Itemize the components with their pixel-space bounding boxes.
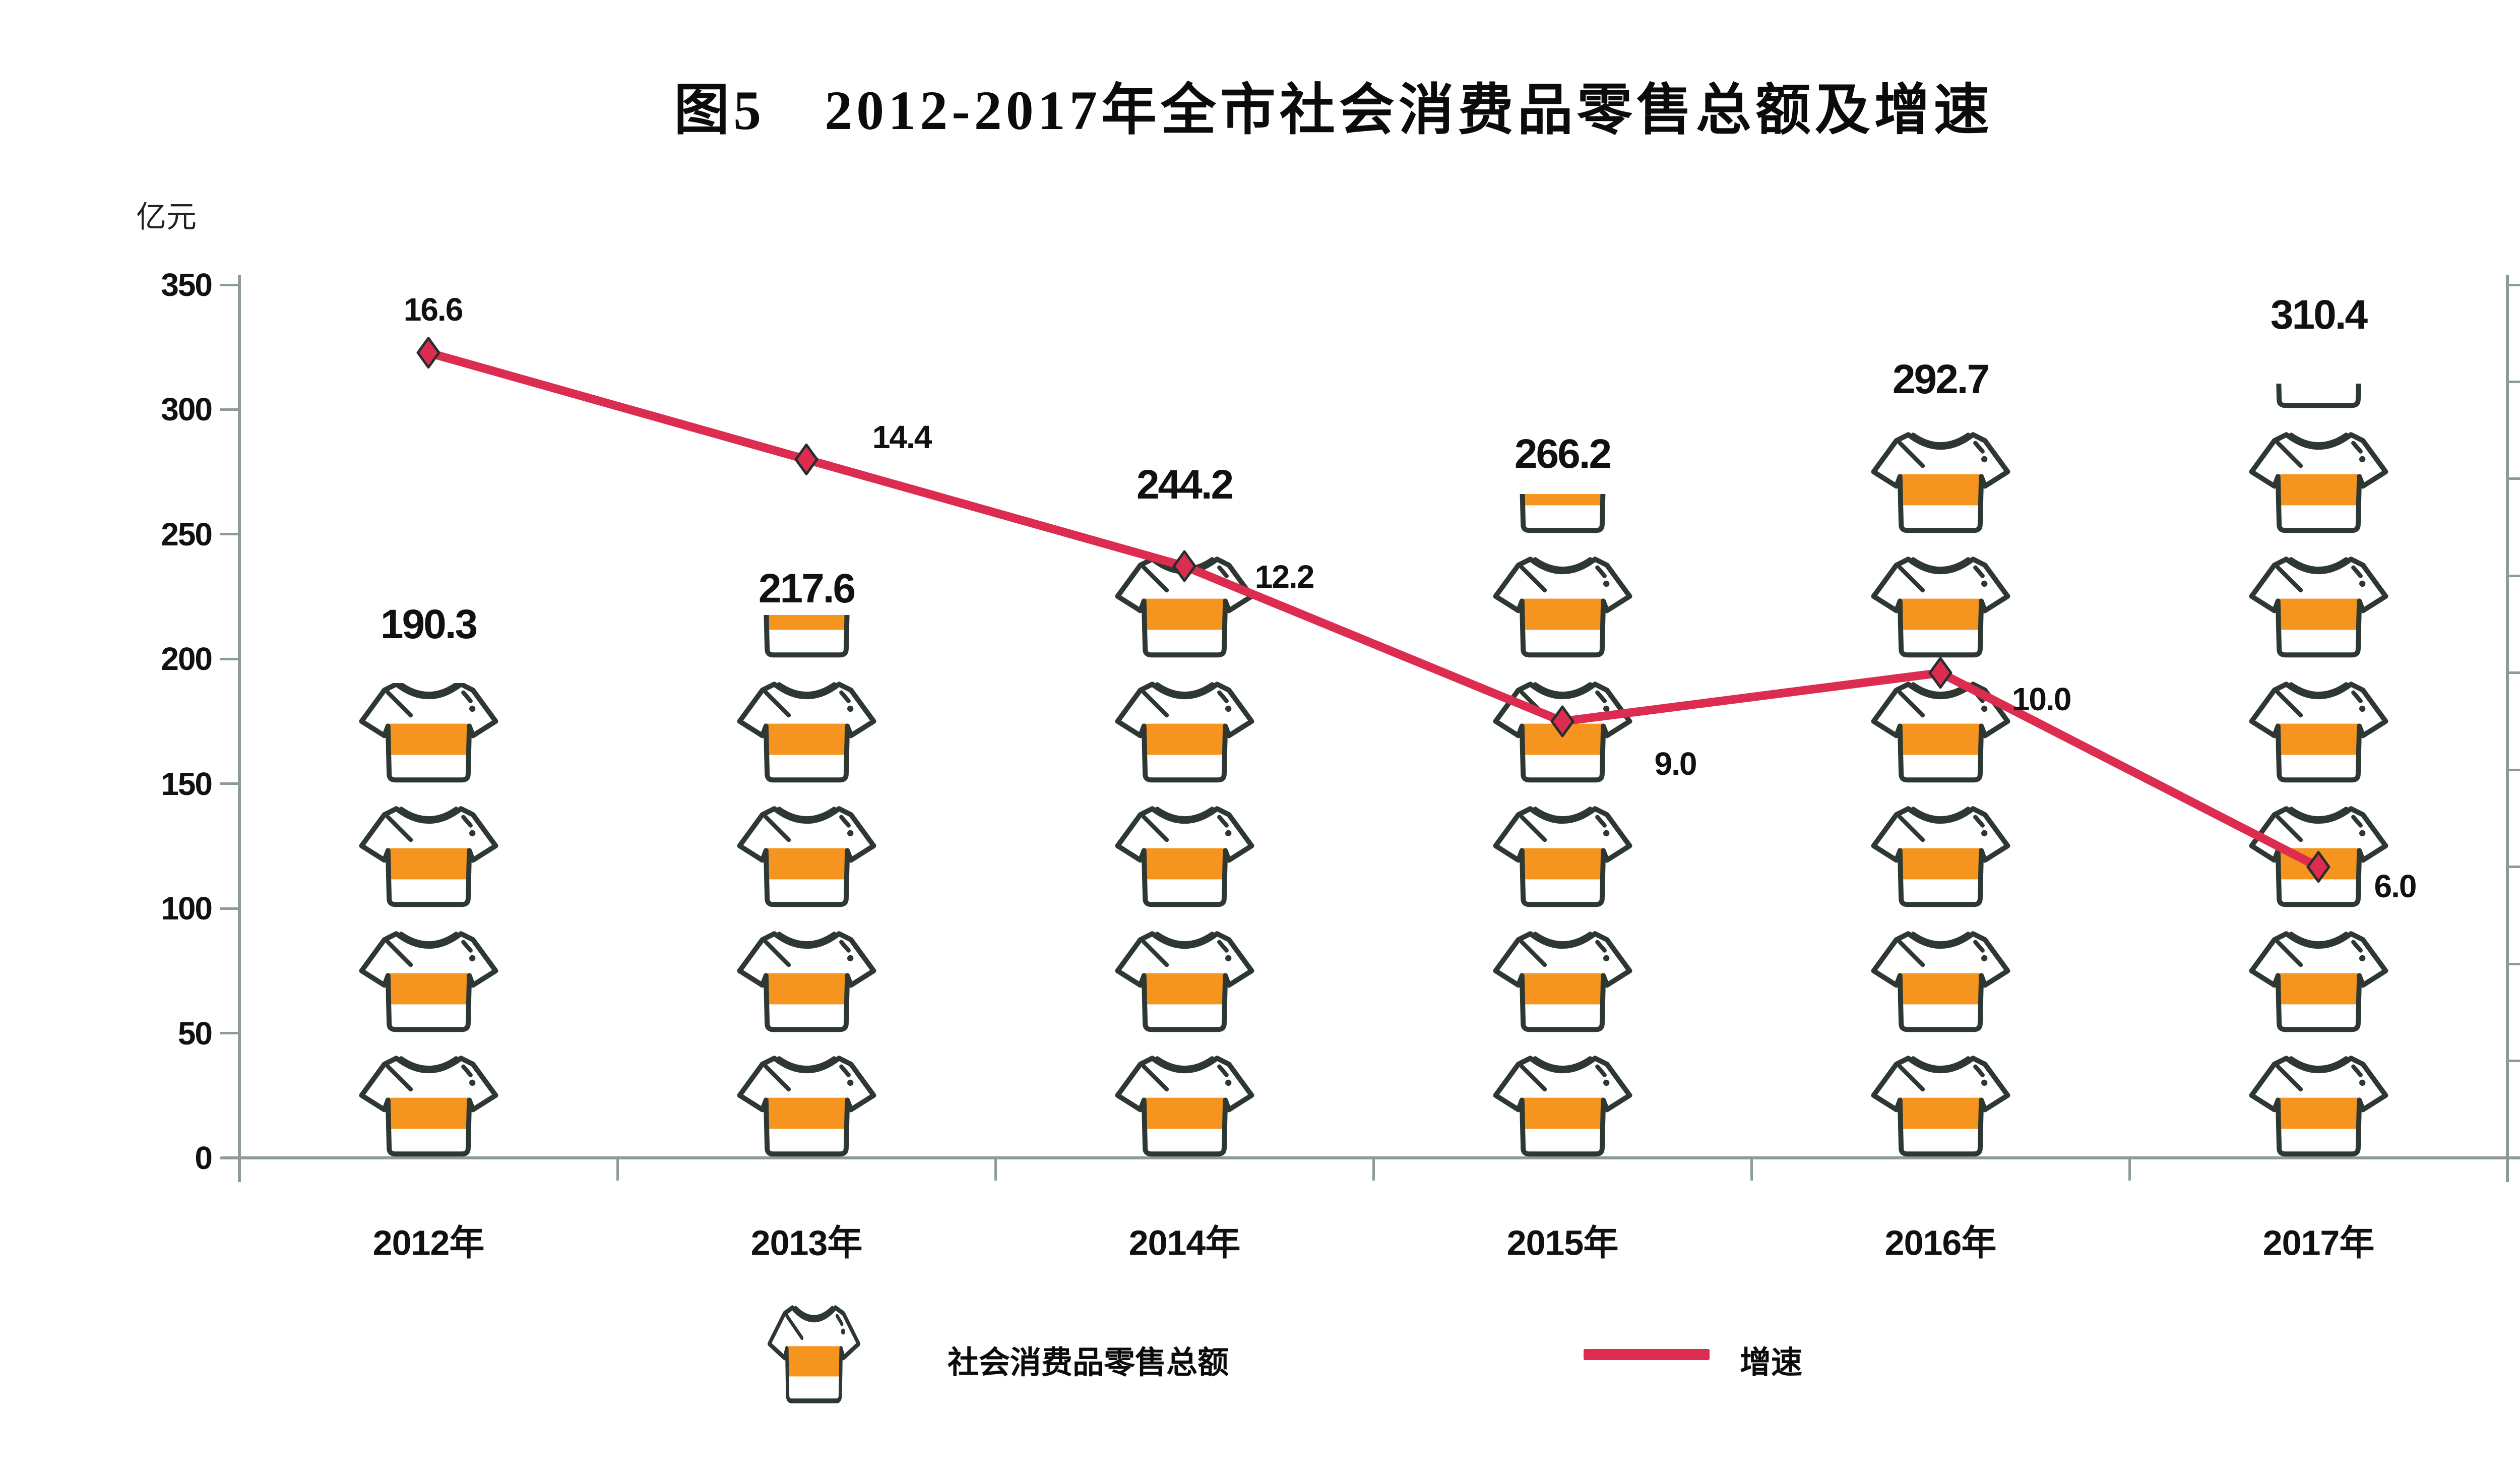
- tshirt-icon: [1113, 675, 1256, 784]
- category-label: 2014年: [1128, 1223, 1241, 1263]
- tshirt-icon: [735, 675, 878, 784]
- right-axis-tick-mark: [2507, 1060, 2520, 1063]
- left-axis-tick-mark: [220, 782, 241, 785]
- left-axis-tick-label: 50: [177, 1015, 213, 1052]
- retail-value-label: 217.6: [758, 566, 856, 611]
- x-axis-tick-mark: [1750, 1158, 1753, 1181]
- growth-value-label: 14.4: [872, 419, 932, 456]
- growth-value-label: 9.0: [1654, 746, 1697, 782]
- tshirt-icon: [735, 1050, 878, 1158]
- right-axis-tick-mark: [2507, 380, 2520, 383]
- left-axis-tick-mark: [220, 283, 241, 286]
- x-axis-tick-mark: [994, 1158, 997, 1181]
- tshirt-icon: [735, 925, 878, 1033]
- growth-value-label: 6.0: [2374, 868, 2417, 904]
- tshirt-icon: [2247, 426, 2390, 534]
- left-axis-tick-label: 200: [161, 641, 213, 677]
- retail-value-label: 266.2: [1514, 431, 1612, 477]
- tshirt-icon: [2247, 675, 2390, 784]
- tshirt-icon: [1869, 550, 2012, 659]
- x-axis-tick-mark: [616, 1158, 619, 1181]
- left-axis-tick-label: 300: [161, 391, 213, 428]
- legend-line-swatch: [1584, 1349, 1710, 1360]
- left-axis-unit-label: 亿元: [136, 200, 197, 234]
- x-axis-tick-mark: [2128, 1158, 2131, 1181]
- retail-value-label: 292.7: [1892, 356, 1990, 402]
- tshirt-icon: [1869, 1050, 2012, 1158]
- left-axis-tick-mark: [220, 1156, 241, 1159]
- tshirt-icon: [1491, 550, 1634, 659]
- tshirt-icon: [2247, 925, 2390, 1033]
- right-y-axis-line: [2506, 275, 2509, 1182]
- line-point-marker: [1550, 705, 1574, 737]
- growth-value-label: 16.6: [403, 291, 464, 328]
- tshirt-icon: [2247, 1050, 2390, 1158]
- left-y-axis-line: [238, 275, 241, 1182]
- x-axis-tick-mark: [1372, 1158, 1375, 1181]
- left-axis-tick-label: 150: [161, 765, 213, 802]
- partial-tshirt-icon: [1491, 494, 1634, 534]
- tshirt-icon: [1869, 925, 2012, 1033]
- line-point-marker: [1928, 657, 1952, 689]
- right-axis-tick-mark: [2507, 768, 2520, 771]
- left-axis-tick-label: 250: [161, 516, 213, 552]
- partial-tshirt-icon: [1869, 428, 2012, 534]
- category-label: 2013年: [750, 1223, 863, 1263]
- tshirt-icon: [357, 800, 500, 908]
- left-axis-tick-label: 100: [161, 890, 213, 927]
- right-axis-tick-mark: [2507, 866, 2520, 869]
- left-axis-tick-mark: [220, 907, 241, 910]
- category-label: 2016年: [1884, 1223, 1997, 1263]
- right-axis-tick-mark: [2507, 671, 2520, 674]
- chart-title: 图5 2012-2017年全市社会消费品零售总额及增速: [674, 80, 1993, 141]
- line-point-marker: [2306, 851, 2330, 883]
- category-label: 2015年: [1506, 1223, 1619, 1263]
- tshirt-icon: [2247, 550, 2390, 659]
- tshirt-icon: [1113, 925, 1256, 1033]
- left-axis-tick-mark: [220, 1032, 241, 1035]
- tshirt-icon: [1113, 1050, 1256, 1158]
- right-axis-tick-mark: [2507, 477, 2520, 480]
- tshirt-icon: [357, 925, 500, 1033]
- right-axis-tick-mark: [2507, 1156, 2520, 1159]
- legend-retail-label: 社会消费品零售总额: [948, 1345, 1229, 1380]
- retail-value-label: 310.4: [2270, 292, 2368, 338]
- left-axis-tick-mark: [220, 657, 241, 660]
- right-axis-tick-mark: [2507, 283, 2520, 286]
- left-axis-tick-label: 0: [195, 1140, 213, 1176]
- partial-tshirt-icon: [357, 683, 500, 783]
- tshirt-icon: [1113, 800, 1256, 908]
- left-axis-tick-mark: [220, 408, 241, 411]
- partial-tshirt-icon: [2247, 383, 2390, 409]
- x-axis-line: [221, 1156, 2520, 1159]
- line-point-marker: [416, 337, 440, 369]
- tshirt-icon: [1869, 800, 2012, 908]
- growth-value-label: 10.0: [2011, 681, 2072, 717]
- right-axis-tick-mark: [2507, 574, 2520, 577]
- line-point-marker: [1172, 550, 1196, 582]
- legend-tshirt-icon: [766, 1300, 862, 1404]
- category-label: 2012年: [372, 1223, 485, 1263]
- left-axis-tick-mark: [220, 533, 241, 536]
- tshirt-icon: [357, 1050, 500, 1158]
- growth-value-label: 12.2: [1254, 559, 1315, 595]
- right-axis-tick-mark: [2507, 962, 2520, 965]
- tshirt-icon: [735, 800, 878, 908]
- retail-value-label: 190.3: [380, 601, 478, 647]
- line-point-marker: [794, 443, 818, 475]
- tshirt-icon: [1491, 800, 1634, 908]
- tshirt-icon: [1491, 1050, 1634, 1158]
- tshirt-icon: [1491, 925, 1634, 1033]
- growth-line: [424, 348, 2323, 872]
- legend-growth-label: 增速: [1740, 1345, 1803, 1380]
- retail-value-label: 244.2: [1136, 462, 1234, 508]
- left-axis-tick-label: 350: [161, 267, 213, 303]
- category-label: 2017年: [2262, 1223, 2375, 1263]
- partial-tshirt-icon: [735, 615, 878, 659]
